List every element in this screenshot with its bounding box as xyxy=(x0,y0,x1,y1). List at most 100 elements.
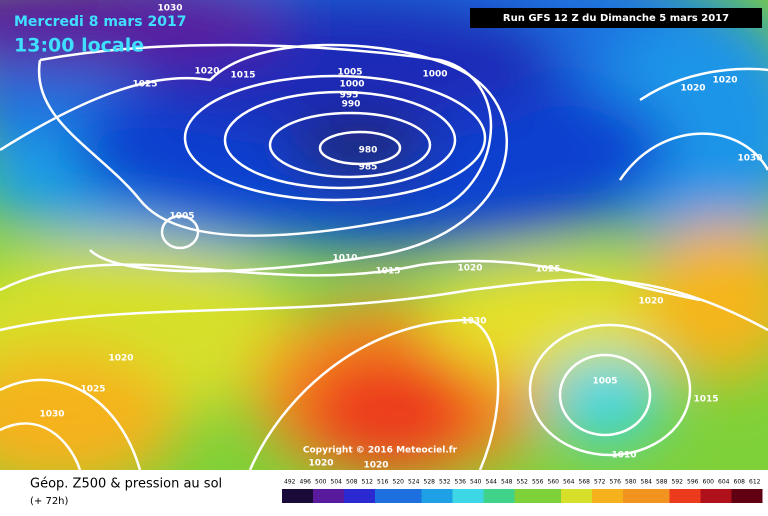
isobar-label: 980 xyxy=(359,146,378,156)
scale-swatch xyxy=(297,489,313,503)
scale-swatch xyxy=(313,489,329,503)
color-scale: 492 496 500 504 508 512 516 520 524 528 532 536 540 5… xyxy=(282,479,763,503)
isobar-label: 990 xyxy=(342,100,361,110)
isobar-label: 1000 xyxy=(339,80,364,90)
scale-label: 548 xyxy=(501,479,513,486)
scale-swatch xyxy=(700,489,716,503)
run-box xyxy=(470,8,762,28)
scale-swatch xyxy=(468,489,484,503)
isobar-label: 985 xyxy=(359,163,378,173)
scale-swatch xyxy=(499,489,515,503)
isobar-label: 1030 xyxy=(39,410,64,420)
scale-label: 516 xyxy=(377,479,389,486)
scale-label: 608 xyxy=(734,479,746,486)
isobar-label: 1020 xyxy=(680,84,705,94)
isobar-label: 1010 xyxy=(611,451,636,461)
scale-swatch xyxy=(731,489,747,503)
scale-label: 584 xyxy=(641,479,653,486)
scale-swatch xyxy=(359,489,375,503)
scale-label: 512 xyxy=(362,479,374,486)
isobar-label: 1030 xyxy=(461,317,486,327)
scale-label: 508 xyxy=(346,479,358,486)
isobar-label: 1000 xyxy=(422,70,447,80)
isobar-label: 1015 xyxy=(693,395,718,405)
scale-swatch xyxy=(437,489,453,503)
scale-swatch xyxy=(654,489,670,503)
scale-label: 596 xyxy=(687,479,699,486)
scale-swatch xyxy=(747,489,763,503)
run-info: Run GFS 12 Z du Dimanche 5 mars 2017 xyxy=(503,13,729,24)
scale-label: 540 xyxy=(470,479,482,486)
isobar-label: 1015 xyxy=(230,71,255,81)
legend-title: Géop. Z500 & pression au sol xyxy=(30,477,222,492)
scale-swatch xyxy=(375,489,391,503)
scale-label: 592 xyxy=(672,479,684,486)
isobar-label: 1025 xyxy=(132,80,157,90)
scale-swatch xyxy=(576,489,592,503)
scale-label: 576 xyxy=(610,479,622,486)
scale-swatch xyxy=(716,489,732,503)
scale-swatch xyxy=(561,489,577,503)
isobar-label: 1030 xyxy=(737,154,762,164)
scale-swatch xyxy=(638,489,654,503)
scale-label: 568 xyxy=(579,479,591,486)
isobar-label: 1020 xyxy=(457,264,482,274)
isobar-label: 1020 xyxy=(638,297,663,307)
isobar-label: 1020 xyxy=(194,67,219,77)
isobar-label: 1005 xyxy=(592,377,617,387)
time: 13:00 locale xyxy=(14,35,144,57)
scale-swatch xyxy=(685,489,701,503)
scale-swatch xyxy=(545,489,561,503)
scale-swatch xyxy=(530,489,546,503)
isobar-label: 995 xyxy=(340,91,359,101)
isobars xyxy=(0,43,768,471)
scale-label: 580 xyxy=(625,479,637,486)
scale-label: 564 xyxy=(563,479,575,486)
isobar-label: 1020 xyxy=(108,354,133,364)
scale-swatch xyxy=(592,489,608,503)
isobar-label: 1020 xyxy=(712,76,737,86)
scale-label: 588 xyxy=(656,479,668,486)
scale-label: 552 xyxy=(517,479,529,486)
scale-label: 556 xyxy=(532,479,544,486)
isobar-label: 1020 xyxy=(363,461,388,471)
scale-label: 536 xyxy=(455,479,467,486)
scale-swatch xyxy=(514,489,530,503)
scale-swatch xyxy=(452,489,468,503)
isobar-label: 1005 xyxy=(169,212,194,222)
scale-swatch xyxy=(344,489,360,503)
scale-swatch xyxy=(483,489,499,503)
scale-label: 544 xyxy=(486,479,498,486)
scale-swatch xyxy=(623,489,639,503)
isobar-label: 1025 xyxy=(80,385,105,395)
isobar-label: 1005 xyxy=(337,68,362,78)
scale-swatch xyxy=(282,489,298,503)
scale-label: 500 xyxy=(315,479,327,486)
scale-label: 520 xyxy=(393,479,405,486)
scale-label: 524 xyxy=(408,479,420,486)
copyright: Copyright © 2016 Meteociel.fr xyxy=(303,446,458,456)
isobar-label: 1025 xyxy=(535,265,560,275)
isobar-label: 1020 xyxy=(308,459,333,469)
scale-label: 612 xyxy=(749,479,761,486)
scale-swatch xyxy=(421,489,437,503)
scale-swatch xyxy=(669,489,685,503)
date: Mercredi 8 mars 2017 xyxy=(14,14,186,30)
scale-swatch xyxy=(607,489,623,503)
scale-swatch xyxy=(406,489,422,503)
scale-swatch xyxy=(390,489,406,503)
scale-label: 604 xyxy=(718,479,730,486)
isobar-label: 1030 xyxy=(157,4,182,14)
legend-lead: (+ 72h) xyxy=(30,496,69,507)
scale-label: 504 xyxy=(331,479,343,486)
scale-label: 572 xyxy=(594,479,606,486)
scale-label: 560 xyxy=(548,479,560,486)
isobar-label: 1015 xyxy=(375,267,400,277)
isobar-label: 1010 xyxy=(332,254,357,264)
scale-label: 528 xyxy=(424,479,436,486)
scale-label: 532 xyxy=(439,479,451,486)
scale-label: 600 xyxy=(703,479,715,486)
scale-label: 496 xyxy=(300,479,312,486)
